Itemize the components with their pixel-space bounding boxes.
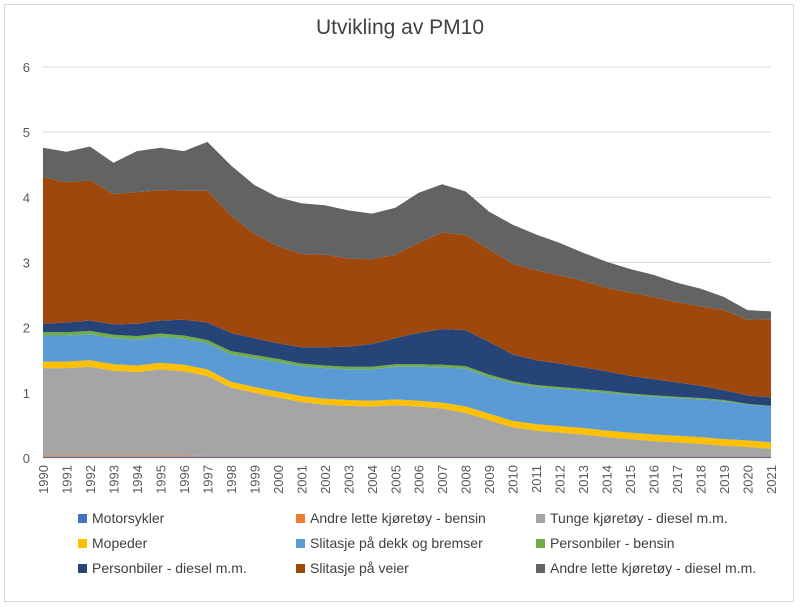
legend-swatch (296, 513, 305, 523)
x-tick-label: 2009 (482, 465, 497, 494)
x-tick-label: 2017 (670, 465, 685, 494)
y-tick-label: 3 (23, 256, 30, 271)
x-tick-label: 1990 (36, 465, 51, 494)
legend-label: Andre lette kjøretøy - bensin (310, 510, 486, 526)
x-tick-label: 1999 (247, 465, 262, 494)
area-series (43, 456, 771, 458)
x-tick-label: 2000 (271, 465, 286, 494)
x-tick-label: 2003 (341, 465, 356, 494)
legend-item-personbiler-diesel: Personbiler - diesel m.m. (78, 560, 296, 576)
legend-swatch (536, 538, 545, 548)
x-tick-label: 2018 (694, 465, 709, 494)
area-series (43, 319, 771, 406)
x-tick-label: 2010 (506, 465, 521, 494)
legend-label: Personbiler - bensin (550, 535, 675, 551)
area-series (43, 141, 771, 320)
x-tick-label: 2004 (365, 465, 380, 494)
area-series (43, 334, 771, 443)
legend-label: Andre lette kjøretøy - diesel m.m. (550, 560, 757, 576)
x-tick-label: 2006 (412, 465, 427, 494)
x-tick-label: 2008 (459, 465, 474, 494)
legend-label: Slitasje på dekk og bremser (310, 535, 483, 551)
legend-swatch (78, 563, 87, 573)
x-tick-label: 2005 (388, 465, 403, 494)
x-tick-label: 1997 (200, 465, 215, 494)
area-series (43, 455, 771, 457)
legend-swatch (296, 538, 305, 548)
x-tick-label: 1998 (224, 465, 239, 494)
x-tick-label: 2020 (741, 465, 756, 494)
x-tick-label: 1992 (83, 465, 98, 494)
stacked-areas (43, 141, 771, 458)
y-tick-label: 2 (23, 321, 30, 336)
x-tick-label: 1994 (130, 465, 145, 494)
legend-swatch (536, 563, 545, 573)
legend-label: Tunge kjøretøy - diesel m.m. (550, 510, 728, 526)
x-tick-label: 2013 (576, 465, 591, 494)
x-tick-label: 2011 (529, 465, 544, 493)
legend-item-slitasje-veier: Slitasje på veier (296, 560, 536, 576)
y-axis-ticks: 0 1 2 3 4 5 6 (23, 60, 30, 466)
legend-swatch (78, 513, 87, 523)
legend-item-mopeder: Mopeder (78, 535, 296, 551)
x-tick-label: 1996 (177, 465, 192, 494)
x-tick-label: 1993 (107, 465, 122, 494)
x-tick-label: 2014 (600, 465, 615, 494)
x-tick-label: 2021 (764, 465, 779, 494)
x-tick-label: 2019 (717, 465, 732, 494)
y-tick-label: 6 (23, 60, 30, 75)
area-series (43, 366, 771, 456)
legend-item-tunge-diesel: Tunge kjøretøy - diesel m.m. (536, 510, 776, 526)
chart-legend: Motorsykler Andre lette kjøretøy - bensi… (78, 510, 778, 576)
legend-label: Slitasje på veier (310, 560, 409, 576)
x-tick-label: 1991 (60, 465, 75, 494)
y-tick-label: 5 (23, 125, 30, 140)
legend-item-personbiler-bensin: Personbiler - bensin (536, 535, 776, 551)
y-tick-label: 1 (23, 386, 30, 401)
y-tick-label: 4 (23, 190, 30, 205)
x-tick-label: 2002 (318, 465, 333, 494)
y-tick-label: 0 (23, 451, 30, 466)
legend-item-slitasje-dekk: Slitasje på dekk og bremser (296, 535, 536, 551)
area-series (43, 330, 771, 407)
x-tick-label: 2015 (623, 465, 638, 494)
legend-label: Mopeder (92, 535, 148, 551)
legend-item-motorsykler: Motorsykler (78, 510, 296, 526)
x-tick-label: 2001 (294, 465, 309, 494)
legend-label: Motorsykler (92, 510, 165, 526)
x-tick-label: 2007 (435, 465, 450, 494)
area-series (43, 177, 771, 398)
x-tick-label: 1995 (153, 465, 168, 494)
area-series (43, 360, 771, 449)
legend-swatch (536, 513, 545, 523)
legend-label: Personbiler - diesel m.m. (92, 560, 247, 576)
x-tick-label: 2012 (553, 465, 568, 494)
x-axis-ticks: 1990 1991 1992 1993 1994 1995 1996 1997 1998 1999… (36, 465, 779, 494)
chart-title: Utvikling av PM10 (315, 16, 485, 39)
x-tick-label: 2016 (647, 465, 662, 494)
legend-item-andre-lette-bensin: Andre lette kjøretøy - bensin (296, 510, 536, 526)
legend-swatch (296, 563, 305, 573)
legend-swatch (78, 538, 87, 548)
legend-item-andre-lette-diesel: Andre lette kjøretøy - diesel m.m. (536, 560, 776, 576)
